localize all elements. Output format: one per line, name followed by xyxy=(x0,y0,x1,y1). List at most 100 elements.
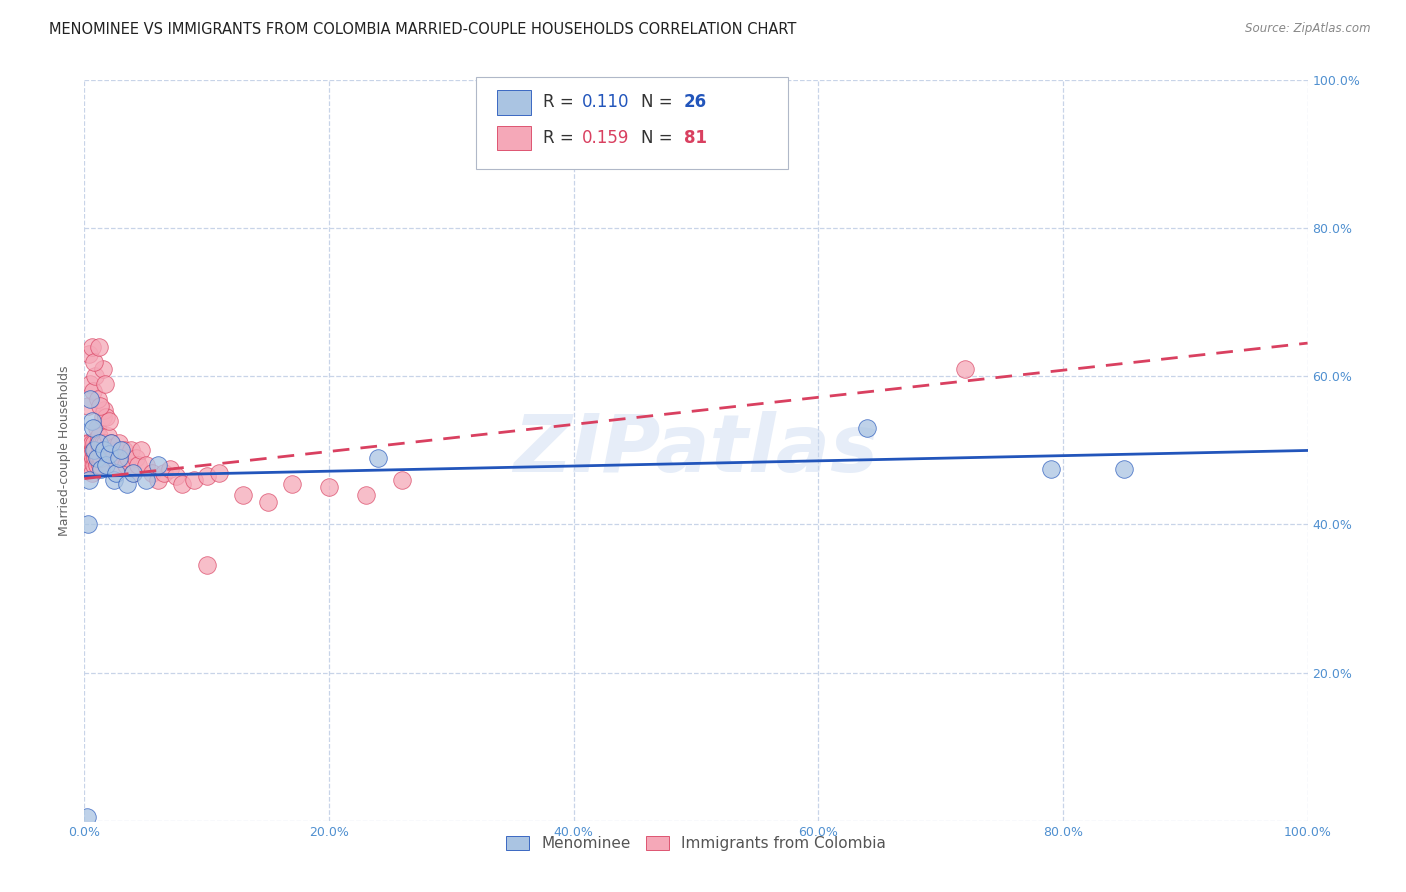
FancyBboxPatch shape xyxy=(475,77,787,169)
Point xyxy=(120,443,142,458)
Point xyxy=(77,458,100,473)
Point xyxy=(80,340,103,354)
Text: N =: N = xyxy=(641,129,678,147)
Point xyxy=(117,450,139,465)
Point xyxy=(856,421,879,435)
FancyBboxPatch shape xyxy=(496,126,531,150)
Point xyxy=(94,376,117,391)
Point xyxy=(115,458,138,473)
Text: MENOMINEE VS IMMIGRANTS FROM COLOMBIA MARRIED-COUPLE HOUSEHOLDS CORRELATION CHAR: MENOMINEE VS IMMIGRANTS FROM COLOMBIA MA… xyxy=(49,22,797,37)
Point xyxy=(1114,462,1136,476)
Point xyxy=(105,466,128,480)
Point xyxy=(86,458,108,473)
Point xyxy=(112,443,135,458)
Point xyxy=(87,450,110,465)
Point xyxy=(84,369,107,384)
Point xyxy=(86,450,108,465)
Y-axis label: Married-couple Households: Married-couple Households xyxy=(58,365,72,536)
Point xyxy=(87,340,110,354)
Point xyxy=(83,443,105,458)
Point xyxy=(208,466,231,480)
Point xyxy=(354,488,377,502)
Point xyxy=(141,466,163,480)
Point xyxy=(953,362,976,376)
Point xyxy=(79,376,101,391)
Point xyxy=(100,436,122,450)
Point xyxy=(80,436,103,450)
Point xyxy=(97,414,120,428)
Point xyxy=(159,462,181,476)
Legend: Menominee, Immigrants from Colombia: Menominee, Immigrants from Colombia xyxy=(501,830,891,857)
Text: 81: 81 xyxy=(683,129,707,147)
Point xyxy=(77,473,100,487)
Point xyxy=(80,466,103,480)
Point xyxy=(83,354,105,368)
Point xyxy=(82,421,104,435)
Point xyxy=(115,476,138,491)
Point xyxy=(110,450,132,465)
Point xyxy=(96,458,118,473)
Point xyxy=(84,450,107,465)
Text: R =: R = xyxy=(543,94,579,112)
Point xyxy=(79,458,101,473)
Point xyxy=(125,450,148,465)
Point xyxy=(195,469,218,483)
Point xyxy=(101,450,124,465)
Point xyxy=(90,436,112,450)
Point xyxy=(103,440,125,454)
Text: 0.159: 0.159 xyxy=(582,129,630,147)
Point xyxy=(98,440,121,454)
Point xyxy=(87,436,110,450)
Point xyxy=(82,384,104,399)
Text: R =: R = xyxy=(543,129,579,147)
Point xyxy=(183,473,205,487)
Point xyxy=(232,488,254,502)
Point xyxy=(97,447,120,461)
Point xyxy=(127,458,149,473)
Point xyxy=(146,473,169,487)
Point xyxy=(96,410,118,425)
Point xyxy=(82,443,104,458)
Point xyxy=(153,466,176,480)
Point xyxy=(82,450,104,465)
Point xyxy=(76,810,98,824)
Point xyxy=(105,458,128,473)
Point xyxy=(77,517,100,532)
Point xyxy=(122,466,145,480)
Text: Source: ZipAtlas.com: Source: ZipAtlas.com xyxy=(1246,22,1371,36)
Point xyxy=(77,450,100,465)
Point xyxy=(87,450,110,465)
Point xyxy=(89,443,111,458)
Point xyxy=(195,558,218,573)
Point xyxy=(75,450,97,465)
Text: N =: N = xyxy=(641,94,678,112)
Point xyxy=(84,443,107,458)
Point xyxy=(77,347,100,361)
Point xyxy=(91,436,114,450)
Point xyxy=(83,458,105,473)
Point xyxy=(172,476,194,491)
Point xyxy=(165,469,187,483)
Point xyxy=(90,450,112,465)
Point xyxy=(87,428,110,442)
Point xyxy=(77,436,100,450)
Point xyxy=(79,392,101,406)
Point xyxy=(281,476,304,491)
Point xyxy=(100,436,122,450)
Point xyxy=(105,443,128,458)
Point xyxy=(77,399,100,413)
Point xyxy=(91,410,114,425)
Point xyxy=(89,458,111,473)
Point xyxy=(97,428,120,442)
Point xyxy=(107,436,129,450)
Text: 0.110: 0.110 xyxy=(582,94,630,112)
Point xyxy=(86,421,108,435)
Point xyxy=(89,399,111,413)
FancyBboxPatch shape xyxy=(496,90,531,115)
Point xyxy=(318,480,340,494)
Point xyxy=(110,443,132,458)
Point xyxy=(91,362,114,376)
Point xyxy=(107,450,129,465)
Point xyxy=(146,458,169,473)
Point xyxy=(129,443,152,458)
